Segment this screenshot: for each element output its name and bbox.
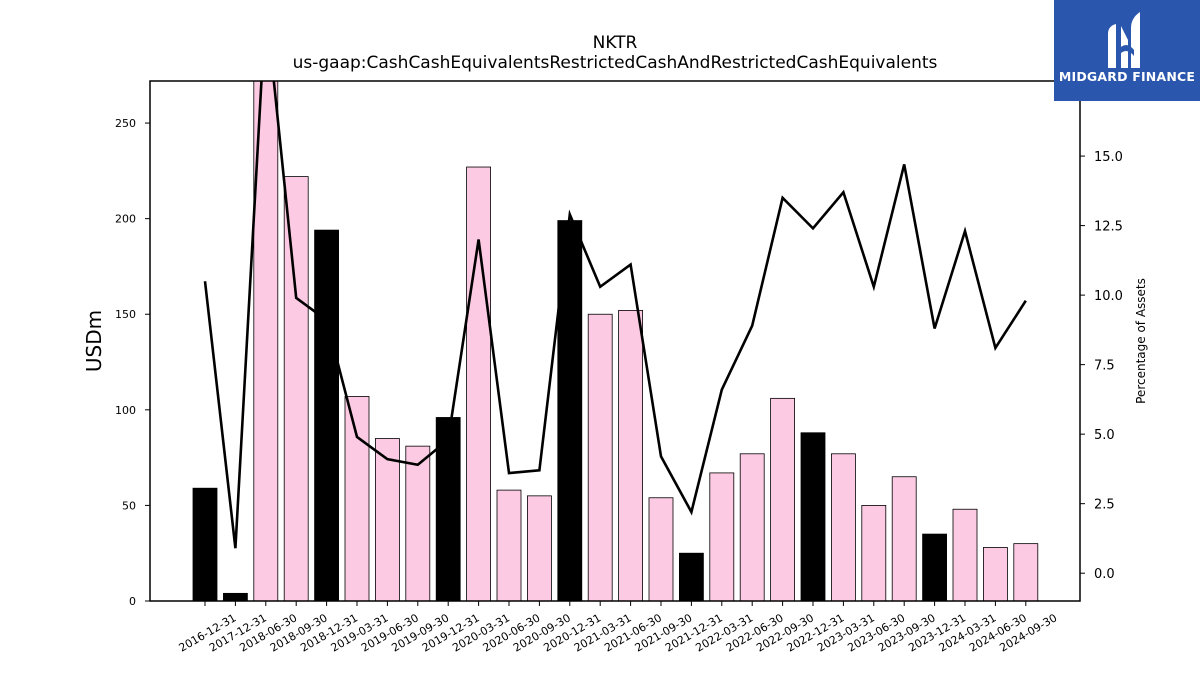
y2-tick-label: 10.0 [1094, 289, 1123, 304]
y-axis-label: USDm [82, 310, 106, 372]
y-tick-label: 100 [115, 404, 136, 417]
y2-tick-label: 12.5 [1094, 220, 1123, 235]
bar [253, 81, 279, 601]
bar [648, 497, 674, 601]
bar [527, 495, 552, 601]
y2-axis-label: Percentage of Assets [1134, 278, 1148, 404]
bar [739, 453, 765, 601]
bar [952, 508, 978, 601]
bar [1013, 543, 1039, 601]
y2-tick-label: 5.0 [1094, 428, 1115, 443]
bar [983, 547, 1008, 601]
bar [587, 313, 613, 601]
midgard-finance-logo: MIDGARD FINANCE [1054, 0, 1200, 101]
bar [435, 417, 461, 601]
y-tick-label: 50 [122, 499, 136, 512]
bar [496, 489, 522, 601]
chart-title: NKTR [593, 33, 638, 53]
bar [679, 552, 704, 601]
chart-subtitle: us-gaap:CashCashEquivalentsRestrictedCas… [293, 53, 938, 73]
bar [222, 592, 248, 601]
bar [861, 505, 887, 601]
y-tick-label: 0 [129, 595, 136, 608]
y2-tick-label: 7.5 [1094, 359, 1115, 374]
bar [374, 438, 400, 601]
bar [405, 445, 431, 601]
bar [466, 166, 492, 601]
bar [618, 310, 643, 601]
logo-text: MIDGARD FINANCE [1058, 69, 1196, 84]
percentage-line [203, 81, 1027, 549]
y-tick-label: 250 [115, 117, 136, 130]
bar [800, 432, 826, 601]
bar [314, 229, 340, 601]
plot-frame [149, 80, 1081, 602]
y2-tick-label: 0.0 [1094, 567, 1115, 582]
bar [709, 472, 735, 601]
y-tick-label: 200 [115, 213, 136, 226]
logo-mark-icon [1108, 12, 1140, 68]
bar [770, 397, 795, 601]
bar [283, 176, 309, 601]
bar [891, 476, 917, 601]
bar [192, 487, 218, 601]
y-tick-label: 150 [115, 308, 136, 321]
bar [922, 533, 947, 601]
bar [831, 453, 856, 601]
bar [344, 396, 370, 601]
y2-tick-label: 15.0 [1094, 150, 1123, 165]
y2-tick-label: 2.5 [1094, 498, 1115, 513]
